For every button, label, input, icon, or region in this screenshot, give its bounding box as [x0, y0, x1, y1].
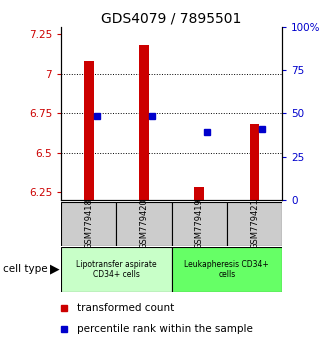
- Bar: [172, 202, 227, 246]
- Text: GSM779419: GSM779419: [195, 199, 204, 249]
- Title: GDS4079 / 7895501: GDS4079 / 7895501: [101, 11, 242, 25]
- Text: percentile rank within the sample: percentile rank within the sample: [77, 324, 253, 334]
- Text: cell type: cell type: [3, 264, 48, 274]
- Bar: [61, 202, 116, 246]
- Text: GSM779421: GSM779421: [250, 199, 259, 249]
- Bar: [172, 247, 282, 292]
- Bar: [61, 247, 172, 292]
- Bar: [84, 61, 94, 200]
- Text: Leukapheresis CD34+
cells: Leukapheresis CD34+ cells: [184, 260, 269, 279]
- Bar: [249, 124, 259, 200]
- Text: Lipotransfer aspirate
CD34+ cells: Lipotransfer aspirate CD34+ cells: [76, 260, 157, 279]
- Bar: [116, 202, 172, 246]
- Bar: [139, 45, 149, 200]
- Text: GSM779420: GSM779420: [140, 199, 148, 249]
- Bar: [194, 187, 204, 200]
- Text: GSM779418: GSM779418: [84, 199, 93, 249]
- Bar: [227, 202, 282, 246]
- Text: ▶: ▶: [50, 263, 60, 276]
- Text: transformed count: transformed count: [77, 303, 174, 313]
